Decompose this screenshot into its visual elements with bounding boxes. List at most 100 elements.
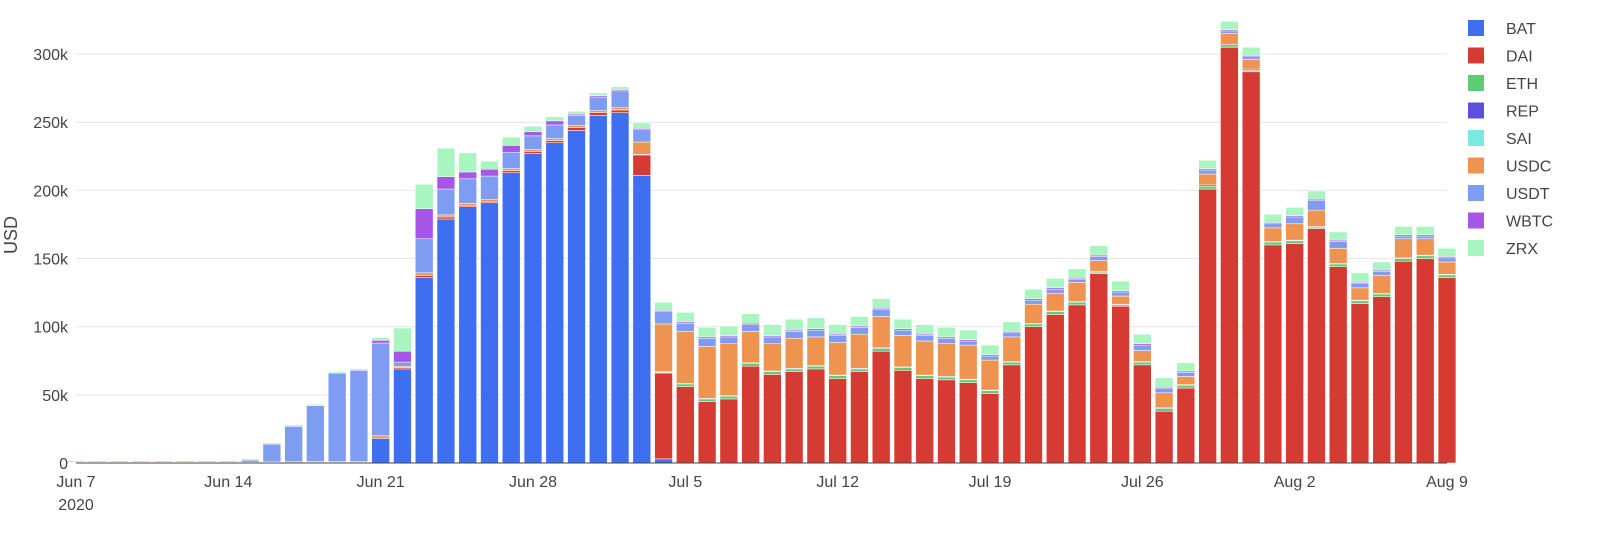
bar-segment-dai[interactable]	[655, 373, 673, 459]
bar-segment-dai[interactable]	[1286, 244, 1304, 463]
bar-segment-usdc[interactable]	[1133, 351, 1151, 362]
legend-item-wbtc[interactable]: WBTC	[1468, 213, 1553, 231]
bar-segment-usdt[interactable]	[481, 176, 499, 199]
bar-segment-bat[interactable]	[655, 459, 673, 463]
bar-segment-usdt[interactable]	[829, 336, 847, 343]
bar-segment-usdc[interactable]	[676, 331, 694, 383]
bar-segment-usdt[interactable]	[1177, 372, 1195, 376]
bar-segment-zrx[interactable]	[851, 316, 869, 326]
bar-segment-usdt[interactable]	[1090, 256, 1108, 260]
bar-segment-eth[interactable]	[1046, 312, 1064, 315]
bar-segment-dai[interactable]	[676, 387, 694, 463]
bar-segment-usdt[interactable]	[1373, 271, 1391, 275]
bar-segment-dai[interactable]	[938, 380, 956, 463]
bar-segment-usdc[interactable]	[437, 215, 455, 217]
bar-segment-eth[interactable]	[1003, 362, 1021, 365]
bar-segment-usdt[interactable]	[568, 115, 586, 125]
bar-segment-usdc[interactable]	[1329, 248, 1347, 263]
bar-segment-usdt[interactable]	[1416, 236, 1434, 239]
bar-segment-zrx[interactable]	[981, 345, 999, 355]
bar-segment-bat[interactable]	[589, 115, 607, 463]
bar-segment-wbtc[interactable]	[372, 340, 390, 343]
bar-segment-usdt[interactable]	[285, 426, 303, 461]
bar-segment-dai[interactable]	[1242, 72, 1260, 463]
bar-segment-zrx[interactable]	[698, 327, 716, 337]
bar-segment-zrx[interactable]	[263, 443, 281, 444]
bar-segment-zrx[interactable]	[154, 461, 172, 462]
bar-segment-eth[interactable]	[698, 399, 716, 402]
bar-segment-usdt[interactable]	[1264, 224, 1282, 228]
bar-segment-dai[interactable]	[1068, 305, 1086, 463]
legend-item-usdt[interactable]: USDT	[1468, 185, 1550, 203]
bar-segment-eth[interactable]	[894, 368, 912, 371]
bar-segment-dai[interactable]	[415, 276, 433, 278]
bar-segment-zrx[interactable]	[829, 325, 847, 335]
bar-segment-zrx[interactable]	[328, 372, 346, 373]
legend-item-sai[interactable]: SAI	[1468, 130, 1532, 148]
bar-segment-eth[interactable]	[785, 369, 803, 372]
bar-segment-zrx[interactable]	[1068, 269, 1086, 279]
bar-segment-usdc[interactable]	[981, 360, 999, 390]
bar-segment-bat[interactable]	[415, 278, 433, 463]
bar-segment-usdt[interactable]	[655, 312, 673, 324]
bar-segment-dai[interactable]	[894, 370, 912, 463]
bar-segment-dai[interactable]	[1112, 306, 1130, 463]
bar-segment-usdc[interactable]	[502, 169, 520, 171]
bar-segment-zrx[interactable]	[938, 327, 956, 337]
bar-segment-eth[interactable]	[1351, 301, 1369, 304]
bar-segment-zrx[interactable]	[1286, 207, 1304, 215]
bar-segment-usdc[interactable]	[720, 344, 738, 396]
bar-segment-dai[interactable]	[1046, 314, 1064, 463]
bar-segment-usdc[interactable]	[851, 334, 869, 368]
bar-segment-usdt[interactable]	[241, 460, 259, 462]
bar-segment-eth[interactable]	[720, 396, 738, 399]
bar-segment-usdc[interactable]	[742, 331, 760, 362]
bar-segment-dai[interactable]	[872, 351, 890, 463]
bar-segment-usdt[interactable]	[1395, 236, 1413, 239]
bar-segment-eth[interactable]	[1395, 259, 1413, 262]
bar-segment-eth[interactable]	[742, 363, 760, 366]
bar-segment-dai[interactable]	[1133, 365, 1151, 463]
bar-segment-zrx[interactable]	[742, 314, 760, 324]
bar-segment-dai[interactable]	[785, 372, 803, 463]
bar-segment-bat[interactable]	[633, 175, 651, 463]
bar-segment-zrx[interactable]	[589, 93, 607, 96]
bar-segment-usdc[interactable]	[1046, 293, 1064, 311]
bar-segment-zrx[interactable]	[198, 461, 216, 462]
bar-segment-dai[interactable]	[916, 378, 934, 463]
bar-segment-usdc[interactable]	[785, 338, 803, 368]
bar-segment-usdt[interactable]	[1133, 345, 1151, 350]
bar-segment-dai[interactable]	[546, 141, 564, 143]
bar-segment-usdt[interactable]	[763, 337, 781, 344]
bar-segment-dai[interactable]	[611, 110, 629, 113]
bar-segment-usdt[interactable]	[894, 330, 912, 335]
bar-segment-usdc[interactable]	[1395, 239, 1413, 258]
bar-segment-wbtc[interactable]	[415, 209, 433, 239]
bar-segment-zrx[interactable]	[1395, 227, 1413, 235]
bar-segment-zrx[interactable]	[1133, 334, 1151, 344]
bar-segment-usdc[interactable]	[938, 344, 956, 377]
bar-segment-usdt[interactable]	[916, 336, 934, 341]
bar-segment-eth[interactable]	[1025, 324, 1043, 327]
bar-segment-usdc[interactable]	[1351, 288, 1369, 300]
bar-segment-eth[interactable]	[1286, 241, 1304, 244]
bar-segment-zrx[interactable]	[655, 302, 673, 310]
bar-segment-usdc[interactable]	[415, 273, 433, 276]
bar-segment-bat[interactable]	[502, 173, 520, 463]
bar-segment-zrx[interactable]	[437, 148, 455, 177]
bar-segment-usdt[interactable]	[1438, 258, 1456, 262]
bar-segment-usdc[interactable]	[1242, 60, 1260, 70]
bar-segment-zrx[interactable]	[1220, 21, 1238, 29]
bar-segment-usdt[interactable]	[1003, 333, 1021, 337]
bar-segment-usdt[interactable]	[546, 125, 564, 139]
bar-segment-wbtc[interactable]	[459, 172, 477, 179]
bar-segment-usdc[interactable]	[1025, 304, 1043, 323]
bar-segment-usdc[interactable]	[1177, 376, 1195, 384]
bar-segment-dai[interactable]	[807, 369, 825, 463]
bar-segment-usdt[interactable]	[1155, 389, 1173, 393]
bar-segment-zrx[interactable]	[720, 326, 738, 336]
bar-segment-bat[interactable]	[546, 143, 564, 463]
bar-segment-zrx[interactable]	[1090, 246, 1108, 256]
bar-segment-zrx[interactable]	[111, 461, 129, 462]
bar-segment-zrx[interactable]	[807, 318, 825, 329]
